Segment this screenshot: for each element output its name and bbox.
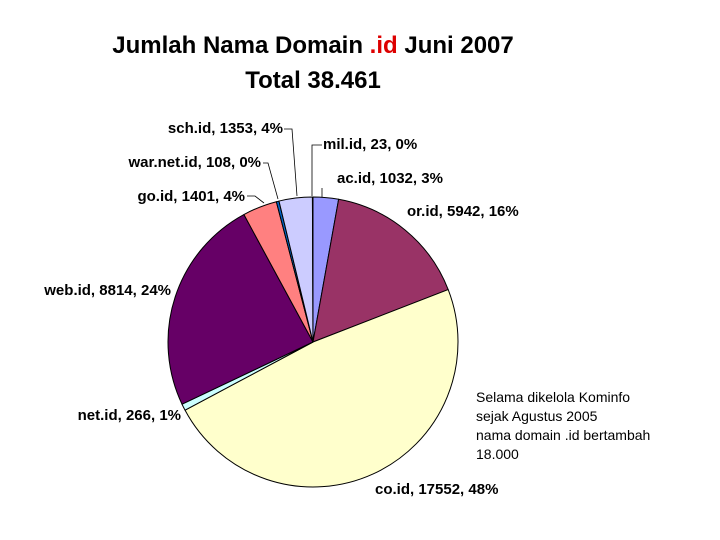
note-line: sejak Agustus 2005 <box>476 408 598 424</box>
note-line: nama domain .id bertambah <box>476 427 651 443</box>
chart-title: Jumlah Nama Domain .id Juni 2007 <box>0 32 626 60</box>
slice-label: web.id, 8814, 24% <box>43 282 171 299</box>
slice-label: ac.id, 1032, 3% <box>337 170 443 187</box>
annotation-note: Selama dikelola Kominfo sejak Agustus 20… <box>476 388 706 464</box>
leader-line <box>284 128 298 197</box>
slice-label: co.id, 17552, 48% <box>375 481 498 498</box>
pie-slice-co-id <box>184 289 459 488</box>
leader-line <box>247 195 265 204</box>
note-line: Selama dikelola Kominfo <box>476 389 631 405</box>
chart-title-suffix: Juni 2007 <box>397 32 514 59</box>
chart-title-accent: .id <box>369 32 398 59</box>
pie-slice-web-id <box>167 214 314 405</box>
slice-label: or.id, 5942, 16% <box>407 203 519 220</box>
leader-line <box>263 162 279 200</box>
slice-label: go.id, 1401, 4% <box>137 188 245 205</box>
leader-line <box>311 144 322 196</box>
slice-label: sch.id, 1353, 4% <box>168 120 283 137</box>
note-line: 18.000 <box>476 446 519 462</box>
slice-label: mil.id, 23, 0% <box>323 136 417 153</box>
pie-slice-or-id <box>312 198 449 343</box>
chart-subtitle: Total 38.461 <box>245 67 381 94</box>
slice-label: war.net.id, 108, 0% <box>127 154 261 171</box>
chart-title-prefix: Jumlah Nama Domain <box>112 32 370 59</box>
pie-slice-mil-id <box>311 196 314 343</box>
slice-label: net.id, 266, 1% <box>78 407 181 424</box>
